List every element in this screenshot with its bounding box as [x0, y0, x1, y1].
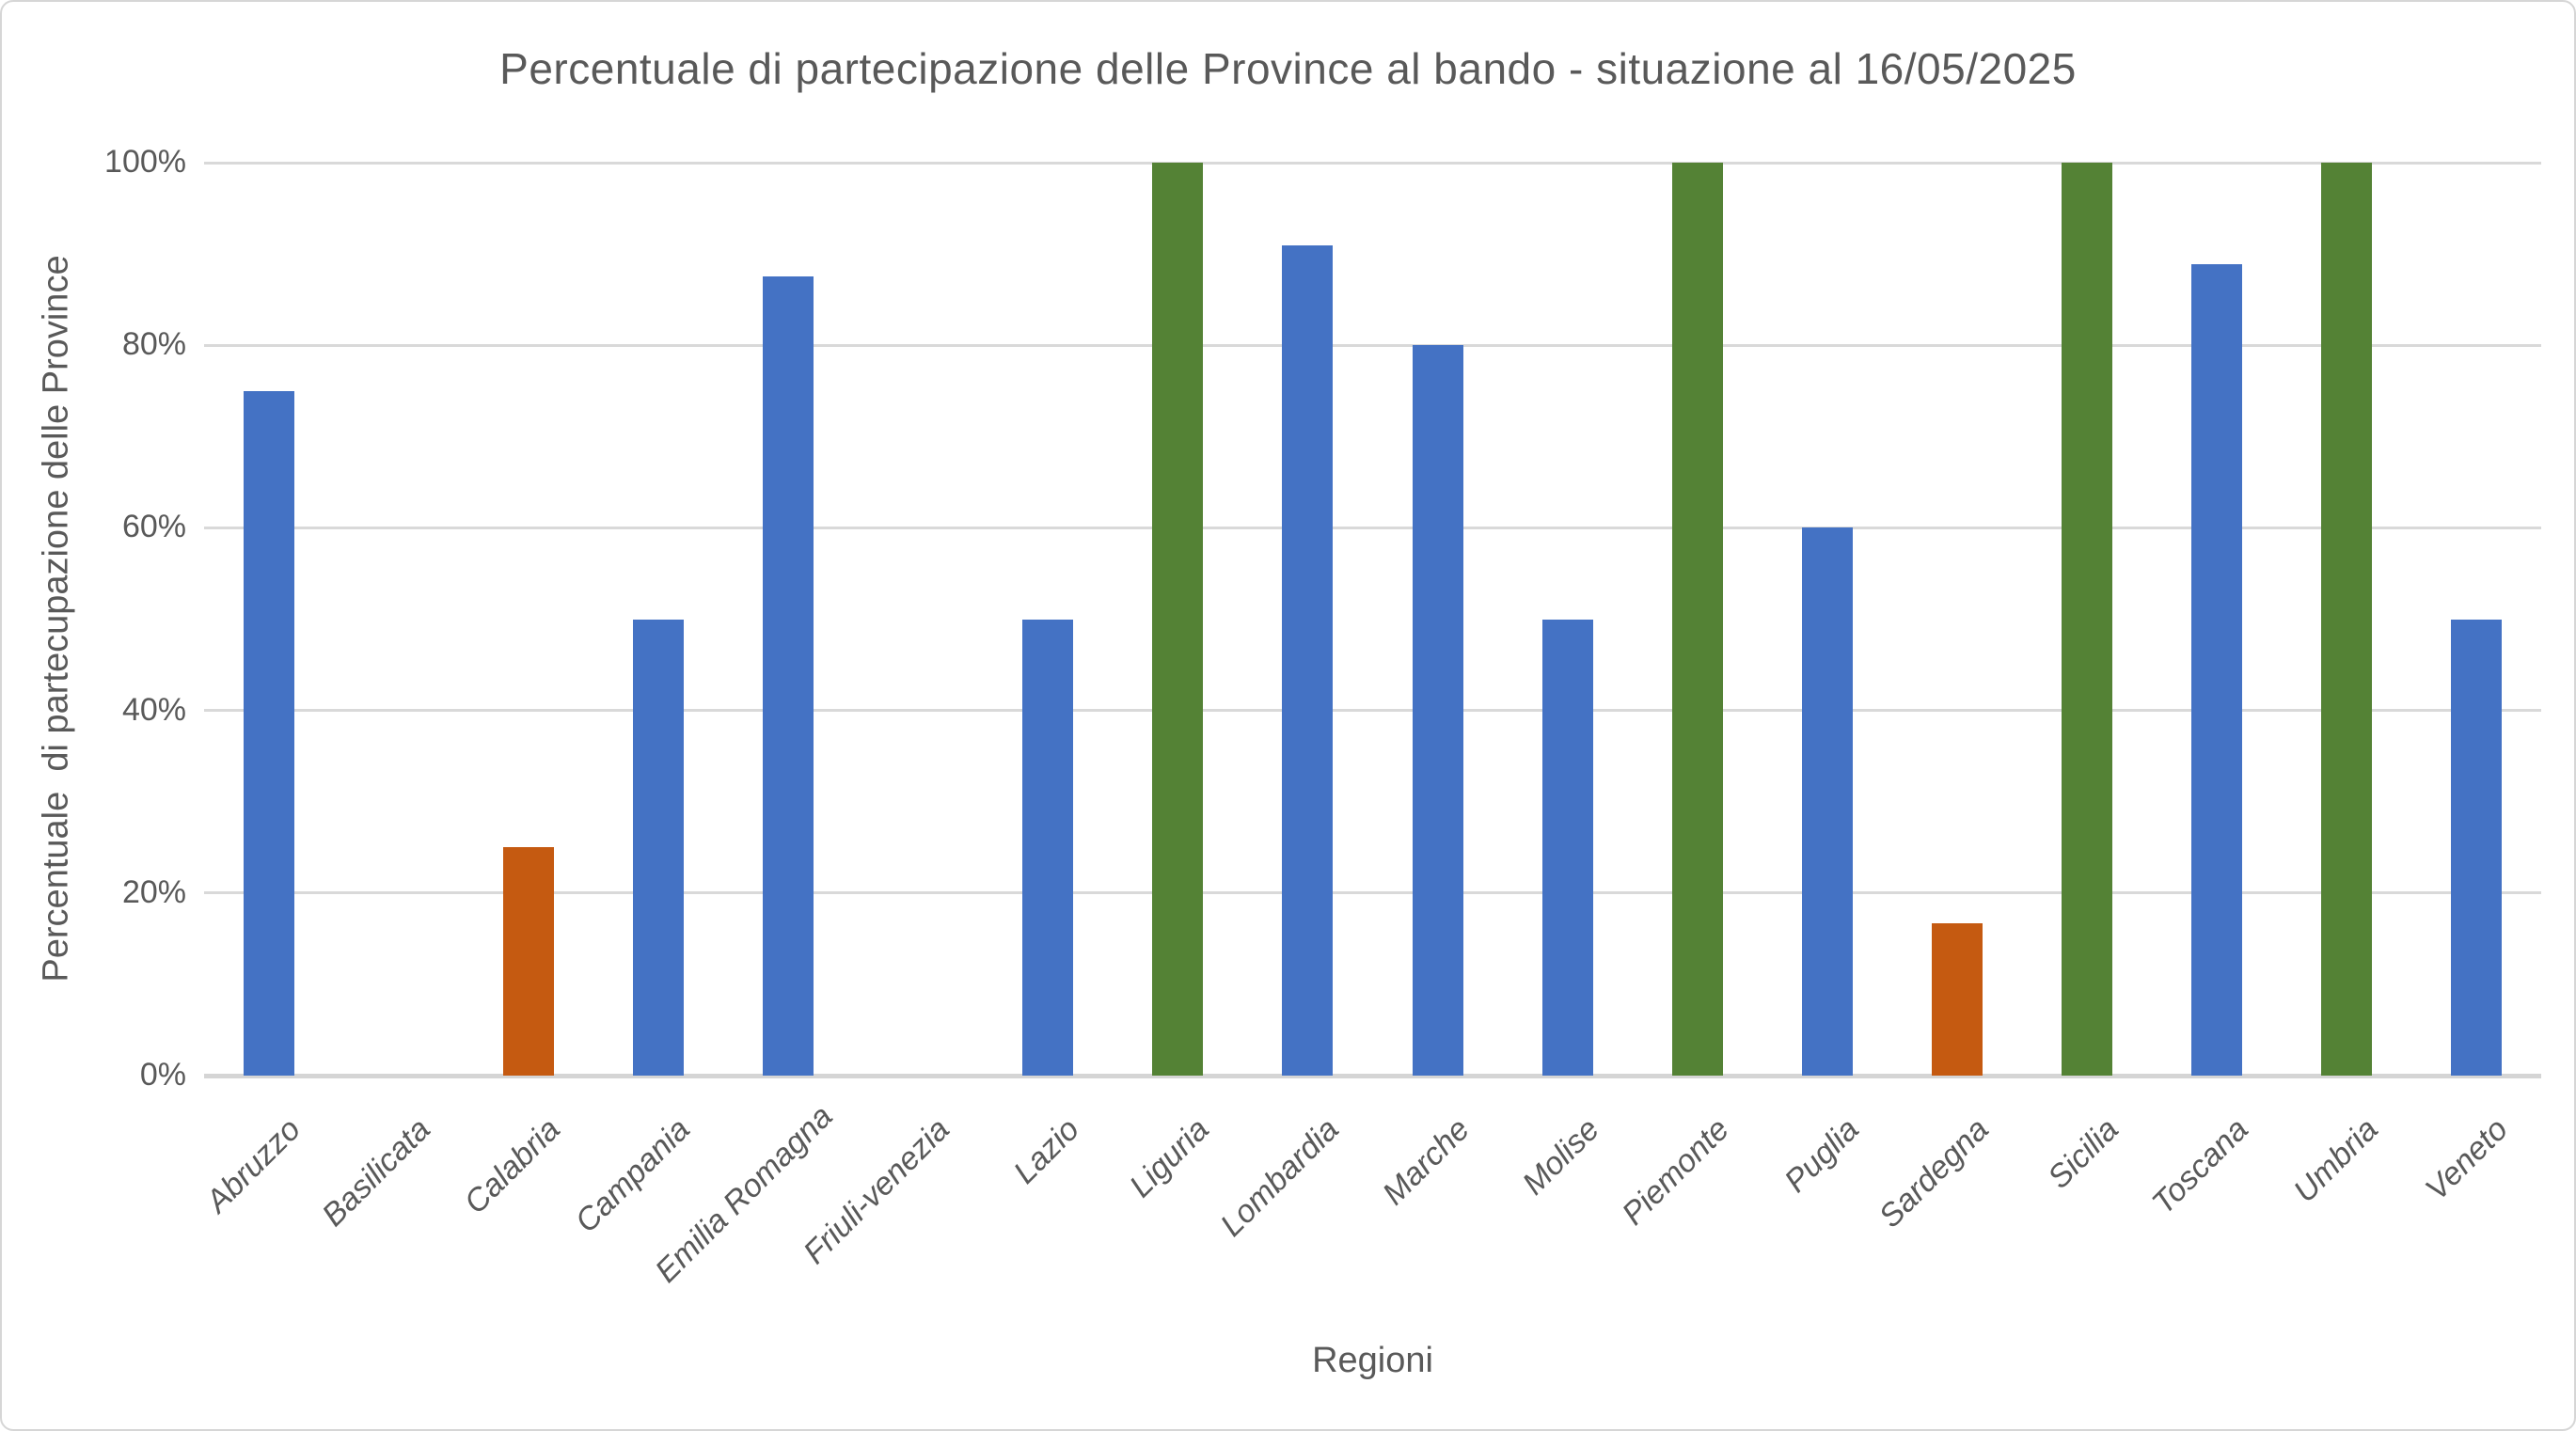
gridline-20 — [204, 891, 2541, 895]
bar-piemonte — [1671, 163, 1723, 1076]
gridline-60 — [204, 526, 2541, 529]
y-tick-label-0: 0% — [139, 1057, 186, 1093]
bar-molise — [1541, 619, 1593, 1076]
y-tick-label-80: 80% — [121, 326, 186, 363]
bar-sicilia — [2061, 163, 2112, 1076]
y-tick-label-20: 20% — [121, 873, 186, 910]
y-tick-label-100: 100% — [104, 144, 186, 180]
bar-campania — [633, 619, 685, 1076]
gridline-40 — [204, 709, 2541, 713]
bar-lazio — [1022, 619, 1074, 1076]
x-axis-title: Regioni — [1312, 1341, 1433, 1380]
chart-title: Percentuale di partecipazione delle Prov… — [499, 44, 2077, 93]
gridline-100 — [204, 161, 2541, 165]
gridline-0 — [204, 1074, 2541, 1078]
bar-abruzzo — [244, 390, 295, 1076]
y-axis-title: Percentuale di partecupazione delle Prov… — [36, 255, 76, 983]
y-tick-label-60: 60% — [121, 509, 186, 545]
y-tick-label-40: 40% — [121, 691, 186, 728]
bar-liguria — [1152, 163, 1204, 1076]
bar-marche — [1412, 345, 1463, 1076]
bar-sardegna — [1931, 922, 1983, 1076]
gridline-80 — [204, 343, 2541, 347]
plot-area — [204, 161, 2541, 1078]
bar-lombardia — [1282, 245, 1334, 1076]
bar-emilia-romagna — [763, 276, 814, 1076]
bar-puglia — [1801, 527, 1853, 1076]
bar-toscana — [2190, 263, 2242, 1076]
bar-umbria — [2320, 163, 2372, 1076]
bar-calabria — [503, 847, 555, 1076]
bar-veneto — [2450, 619, 2502, 1076]
